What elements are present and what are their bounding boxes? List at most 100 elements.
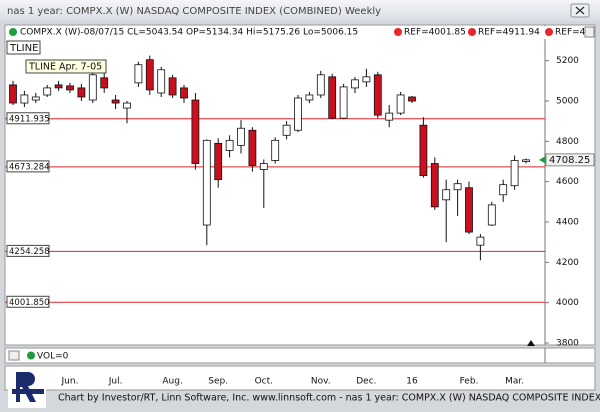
- candle-body: [20, 94, 29, 104]
- title-bar: [0, 0, 600, 21]
- tline-box: [6, 40, 41, 55]
- reference-label-box: [6, 112, 50, 125]
- x-axis-pane: [4, 365, 596, 391]
- candle-body: [453, 183, 462, 191]
- candle-body: [499, 184, 508, 196]
- candle-body: [123, 102, 131, 109]
- candle-body: [248, 129, 257, 166]
- candle-body: [9, 84, 17, 104]
- candle-body: [54, 84, 63, 89]
- legend-icon: [9, 28, 17, 36]
- logo: [8, 368, 46, 408]
- candle-body: [271, 139, 280, 161]
- candle-body: [111, 99, 120, 104]
- ref-legend-text: REF=4: [555, 28, 586, 38]
- candle-body: [88, 74, 97, 101]
- x-tick-label: Dec.: [356, 377, 376, 387]
- candle-body: [294, 97, 302, 131]
- legend-text: COMPX.X (W)-08/07/15 CL=5043.54 OP=5134.…: [20, 28, 358, 38]
- logo-band: [12, 389, 44, 394]
- volume-label: VOL=0: [37, 352, 69, 362]
- candle-body: [145, 59, 154, 91]
- candle-body: [442, 189, 451, 201]
- x-tick-label: Mar.: [505, 377, 524, 387]
- candle-body: [191, 99, 200, 164]
- reference-label: 4001.850: [9, 298, 50, 308]
- candle-body: [282, 124, 291, 136]
- reference-label: 4254.258: [9, 247, 50, 257]
- candle-body: [43, 87, 52, 96]
- candle-body: [419, 124, 428, 177]
- candle-body: [134, 64, 143, 84]
- scroll-marker[interactable]: [527, 340, 535, 346]
- ref-legend-text: REF=4911.94: [478, 28, 540, 38]
- reference-label: 4911.935: [9, 114, 50, 124]
- y-tick-label: 4200: [556, 258, 579, 268]
- reference-label-box: [6, 160, 50, 173]
- candle-body: [157, 69, 166, 94]
- candle-body: [66, 85, 74, 91]
- candle-body: [180, 87, 188, 99]
- candle-body: [476, 236, 485, 246]
- tooltip: TLINE Apr. 7-05: [28, 62, 102, 73]
- y-tick-label: 5200: [556, 56, 579, 66]
- candle-body: [465, 187, 473, 233]
- candle-body: [339, 86, 348, 119]
- x-tick-label: Feb.: [460, 377, 479, 387]
- candle-body: [237, 127, 245, 146]
- ref-icon: [468, 28, 476, 36]
- candle-body: [316, 74, 325, 96]
- ref-icon: [545, 28, 553, 36]
- candle-body: [430, 163, 439, 208]
- ref-legend-text: REF=4001.85: [404, 28, 466, 38]
- y-tick-label: 4400: [556, 218, 579, 228]
- y-tick-label: 4800: [556, 137, 579, 147]
- logo-r: [16, 372, 36, 402]
- candle-body: [100, 77, 109, 89]
- x-tick-label: Sep.: [208, 377, 228, 387]
- tooltip-box: [25, 59, 107, 74]
- x-tick-label: Jul.: [108, 377, 123, 387]
- reference-label-box: [6, 244, 50, 257]
- x-tick-label: Oct.: [255, 377, 273, 387]
- y-tick-label: 4000: [556, 298, 579, 308]
- ref-icon: [394, 28, 402, 36]
- reference-label-box: [6, 295, 50, 308]
- candle-body: [351, 79, 359, 89]
- volume-toggle: [8, 350, 20, 361]
- volume-icon: [27, 351, 35, 360]
- candle-body: [328, 76, 337, 119]
- candle-body: [362, 76, 371, 83]
- header-bg: [6, 26, 594, 39]
- candle-body: [214, 142, 223, 181]
- volume-pane: [4, 347, 596, 364]
- last-price-label: 4708.25: [549, 155, 590, 166]
- y-tick-label: 5000: [556, 97, 579, 107]
- x-tick-label: 16: [406, 377, 418, 387]
- candle-body: [522, 159, 530, 162]
- x-tick-label: Jun.: [61, 377, 79, 387]
- close-icon: [575, 6, 585, 15]
- last-price-box: [545, 153, 595, 167]
- candle-body: [396, 94, 405, 114]
- x-tick-label: Nov.: [311, 377, 331, 387]
- candle-body: [305, 94, 314, 101]
- candle-body: [225, 139, 234, 151]
- header-legend: COMPX.X (W)-08/07/15 CL=5043.54 OP=5134.…: [6, 26, 594, 39]
- candle-body: [510, 160, 519, 187]
- candle-body: [31, 96, 40, 101]
- last-price-arrow: [539, 155, 546, 164]
- y-tick-label: 4600: [556, 177, 579, 187]
- candle-body: [373, 74, 382, 116]
- candle-body: [77, 87, 86, 98]
- candle-body: [487, 204, 496, 226]
- pane-corner: [584, 26, 595, 38]
- candle-body: [259, 163, 268, 170]
- tline-label: TLINE: [9, 43, 38, 54]
- window-title: nas 1 year: COMPX.X (W) NASDAQ COMPOSITE…: [7, 6, 381, 17]
- reference-label: 4673.284: [9, 162, 50, 172]
- candle-body: [385, 112, 394, 121]
- candle-body: [168, 77, 177, 96]
- y-tick-label: 3800: [556, 338, 579, 348]
